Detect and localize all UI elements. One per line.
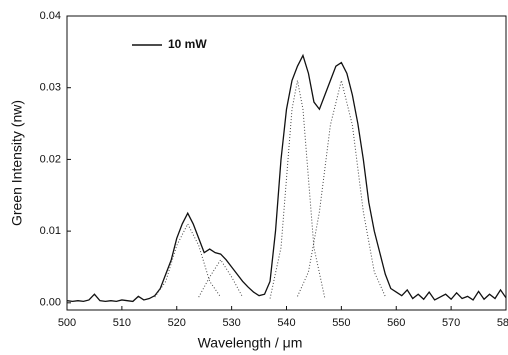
y-tick-label: 0.04	[40, 10, 61, 22]
x-tick-label: 520	[168, 317, 186, 329]
x-tick-label: 550	[332, 317, 350, 329]
y-tick-label: 0.03	[40, 82, 61, 94]
fit-curve	[198, 258, 244, 298]
y-tick-label: 0.00	[40, 297, 61, 309]
y-tick-label: 0.02	[40, 153, 61, 165]
x-tick-label: 540	[277, 317, 295, 329]
fit-curve	[297, 80, 386, 297]
x-tick-label: 560	[387, 317, 405, 329]
y-tick-label: 0.01	[40, 225, 61, 237]
x-tick-label: 570	[442, 317, 460, 329]
x-tick-label: 500	[58, 317, 76, 329]
data-line	[66, 53, 507, 303]
fit-curve	[154, 222, 222, 298]
plot-frame	[66, 15, 507, 311]
x-tick-label: 580	[497, 317, 508, 329]
x-tick-label: 510	[113, 317, 131, 329]
y-axis-label: Green Intensity (nw)	[9, 100, 25, 226]
x-axis-label: Wavelength / μm	[198, 335, 303, 351]
legend-label: 10 mW	[168, 37, 207, 51]
x-tick-label: 530	[222, 317, 240, 329]
